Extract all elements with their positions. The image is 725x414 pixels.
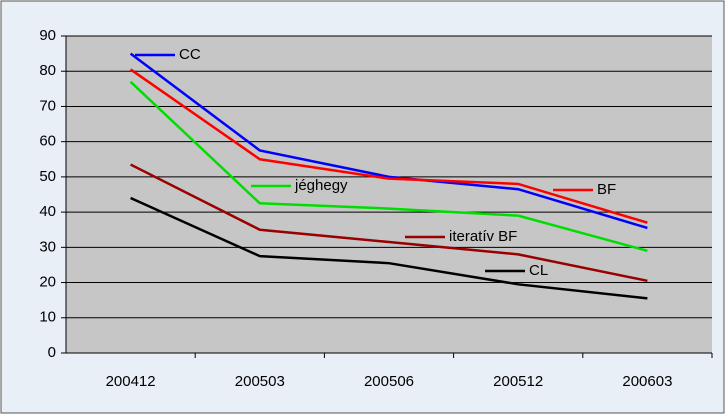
y-tick-label: 80 bbox=[39, 62, 56, 79]
y-tick-label: 10 bbox=[39, 309, 56, 326]
series-line bbox=[129, 52, 648, 230]
y-tick-label: 20 bbox=[39, 274, 56, 291]
x-tick-label: 200412 bbox=[106, 373, 156, 390]
x-tick-label: 200603 bbox=[622, 373, 672, 390]
series-label: jéghegy bbox=[294, 177, 348, 194]
y-tick-label: 60 bbox=[39, 133, 56, 150]
series-label: iteratív BF bbox=[449, 228, 517, 245]
x-tick-label: 200506 bbox=[364, 373, 414, 390]
x-tick-label: 200512 bbox=[493, 373, 543, 390]
y-tick-label: 90 bbox=[39, 27, 56, 44]
plot-area bbox=[66, 36, 712, 353]
series-line bbox=[129, 80, 648, 253]
series-label: BF bbox=[597, 181, 616, 198]
series-label: CL bbox=[529, 262, 548, 279]
y-tick-label: 40 bbox=[39, 203, 56, 220]
series-line bbox=[129, 68, 648, 224]
series-line bbox=[130, 196, 648, 300]
y-tick-label: 70 bbox=[39, 97, 56, 114]
x-tick-label: 200503 bbox=[235, 373, 285, 390]
series-label: CC bbox=[179, 46, 201, 63]
y-tick-label: 50 bbox=[39, 168, 56, 185]
y-tick-label: 30 bbox=[39, 238, 56, 255]
series-line bbox=[130, 163, 648, 283]
y-tick-label: 0 bbox=[48, 344, 56, 361]
